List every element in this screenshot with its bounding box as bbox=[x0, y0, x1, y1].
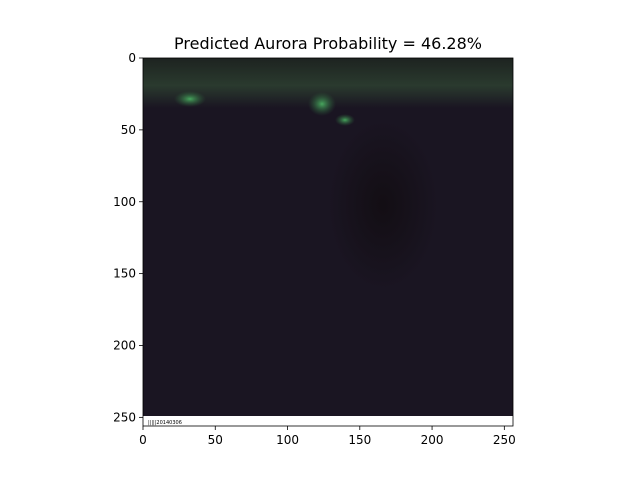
y-tick-label: 250 bbox=[113, 410, 136, 424]
x-tick-label: 50 bbox=[208, 433, 223, 447]
axes-frame bbox=[142, 57, 514, 427]
y-axis: 0 50 100 150 200 250 bbox=[113, 51, 143, 424]
x-tick-label: 100 bbox=[276, 433, 299, 447]
y-tick-label: 100 bbox=[113, 195, 136, 209]
x-tick-label: 200 bbox=[421, 433, 444, 447]
x-axis: 0 50 100 150 200 250 bbox=[139, 426, 516, 447]
y-tick-label: 0 bbox=[128, 51, 136, 65]
info-strip-text: |||||20140306 bbox=[148, 420, 182, 426]
y-tick-label: 200 bbox=[113, 339, 136, 353]
x-tick-label: 150 bbox=[348, 433, 371, 447]
x-tick-label: 250 bbox=[493, 433, 516, 447]
y-tick-label: 50 bbox=[121, 123, 136, 137]
aurora-patch-left bbox=[174, 91, 206, 107]
aurora-patch-right bbox=[335, 114, 355, 126]
x-tick-label: 0 bbox=[139, 433, 147, 447]
sky-background bbox=[143, 58, 513, 426]
info-strip bbox=[143, 416, 513, 426]
aurora-patch-center bbox=[308, 92, 336, 116]
aurora-image: |||||20140306 bbox=[143, 58, 513, 426]
y-tick-label: 150 bbox=[113, 267, 136, 281]
dark-shadow-region bbox=[328, 120, 438, 290]
chart-title: Predicted Aurora Probability = 46.28% bbox=[174, 34, 482, 53]
